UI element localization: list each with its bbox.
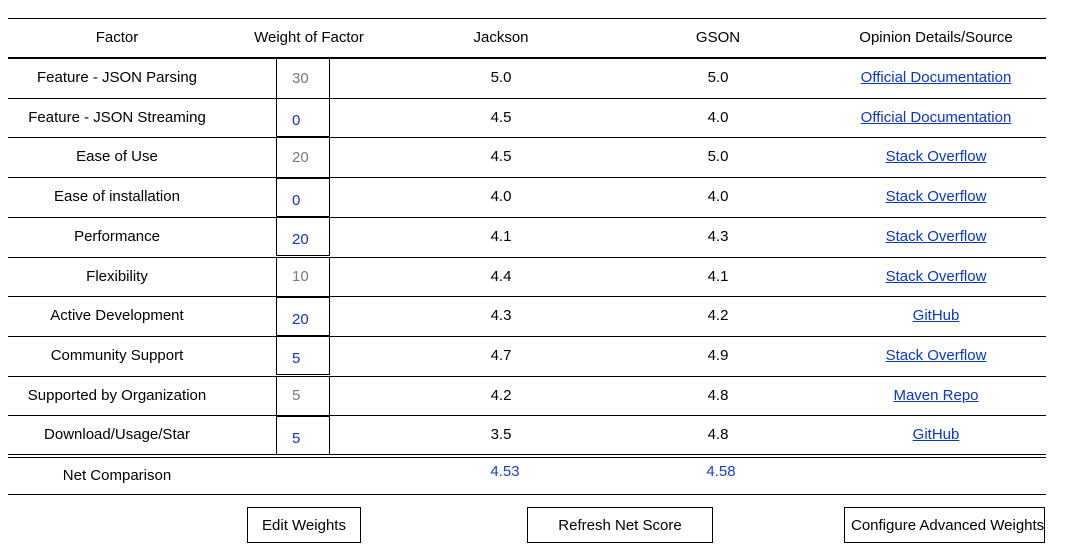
row-divider	[8, 415, 1046, 417]
weight-input[interactable]: 20	[276, 217, 330, 257]
refresh-net-score-button[interactable]: Refresh Net Score	[527, 507, 713, 543]
row-factor: Feature - JSON Parsing	[36, 69, 198, 86]
row-divider	[8, 335, 1046, 337]
weight-input[interactable]: 0	[276, 177, 330, 217]
source-link[interactable]: Stack Overflow	[885, 188, 987, 206]
source-link[interactable]: GitHub	[912, 426, 960, 444]
row-divider	[8, 97, 1046, 99]
weight-input[interactable]: 5	[276, 376, 330, 416]
source-cell: Stack Overflow	[826, 268, 1046, 285]
row-factor: Ease of Use	[76, 148, 158, 166]
gson-score: 4.0	[707, 108, 729, 126]
row-factor: Community Support	[50, 346, 184, 364]
source-cell: Stack Overflow	[826, 228, 1046, 245]
row-factor: Flexibility	[86, 267, 148, 285]
gson-score: 4.9	[707, 346, 729, 364]
row-factor: Feature - JSON Streaming	[28, 108, 206, 126]
jackson-score: 4.0	[490, 188, 512, 206]
net-comparison-label: Net Comparison	[62, 467, 172, 484]
table-bottom-border	[8, 494, 1046, 495]
jackson-score: 5.0	[490, 69, 512, 86]
row-factor: Active Development	[50, 307, 184, 325]
source-link[interactable]: Official Documentation	[860, 69, 1012, 86]
weight-input[interactable]: 5	[276, 415, 330, 455]
weight-value: 20	[292, 231, 309, 249]
gson-score: 5.0	[707, 148, 729, 166]
jackson-score: 4.1	[490, 227, 512, 245]
jackson-score: 4.3	[490, 307, 512, 325]
gson-score: 5.0	[707, 69, 729, 86]
gson-score: 4.8	[707, 426, 729, 444]
weight-value: 20	[292, 148, 309, 166]
source-link[interactable]: Stack Overflow	[885, 227, 987, 245]
jackson-score: 4.5	[490, 108, 512, 126]
weight-value: 0	[292, 191, 301, 209]
header-jackson: Jackson	[473, 29, 529, 46]
header-bottom-border	[8, 57, 1046, 59]
weight-input[interactable]: 20	[276, 137, 330, 177]
source-cell: Official Documentation	[826, 109, 1046, 126]
weight-value: 30	[292, 69, 309, 87]
source-link[interactable]: Stack Overflow	[885, 267, 987, 285]
weight-input[interactable]: 20	[276, 296, 330, 336]
source-cell: GitHub	[826, 307, 1046, 324]
weight-input[interactable]: 30	[276, 58, 330, 98]
source-link[interactable]: GitHub	[912, 307, 960, 325]
header-gson: GSON	[695, 29, 741, 46]
row-divider	[8, 296, 1046, 298]
configure-advanced-weights-button[interactable]: Configure Advanced Weights	[844, 507, 1045, 543]
row-factor: Supported by Organization	[27, 386, 207, 404]
jackson-score: 4.7	[490, 346, 512, 364]
weight-value: 5	[292, 429, 301, 447]
source-cell: Stack Overflow	[826, 188, 1046, 205]
gson-score: 4.1	[707, 267, 729, 285]
weight-value: 0	[292, 112, 301, 130]
weight-value: 10	[292, 268, 309, 285]
header-source: Opinion Details/Source	[859, 29, 1013, 46]
source-cell: Official Documentation	[826, 69, 1046, 86]
row-divider	[8, 137, 1046, 139]
row-divider	[8, 177, 1046, 179]
row-factor: Download/Usage/Star	[44, 426, 190, 444]
jackson-score: 4.5	[490, 148, 512, 166]
jackson-score: 3.5	[490, 426, 512, 444]
row-divider	[8, 256, 1046, 258]
weight-input[interactable]: 0	[276, 98, 330, 138]
weight-value: 5	[292, 350, 301, 368]
header-weight: Weight of Factor	[254, 29, 364, 46]
row-divider	[8, 375, 1046, 377]
gson-score: 4.2	[707, 307, 729, 325]
net-score-jackson: 4.53	[490, 463, 520, 480]
weight-value: 5	[292, 387, 301, 405]
source-link[interactable]: Stack Overflow	[885, 346, 987, 364]
jackson-score: 4.2	[490, 386, 512, 404]
source-cell: Stack Overflow	[826, 148, 1046, 165]
source-cell: GitHub	[826, 426, 1046, 443]
row-factor: Ease of installation	[54, 188, 180, 206]
header-factor: Factor	[95, 29, 139, 46]
net-divider-bottom	[8, 457, 1046, 458]
row-divider	[8, 216, 1046, 218]
source-cell: Stack Overflow	[826, 347, 1046, 364]
source-link[interactable]: Stack Overflow	[885, 148, 987, 166]
source-link[interactable]: Maven Repo	[893, 386, 979, 404]
gson-score: 4.3	[707, 227, 729, 245]
jackson-score: 4.4	[490, 267, 512, 285]
weight-input[interactable]: 10	[276, 257, 330, 296]
gson-score: 4.0	[707, 188, 729, 206]
table-top-border	[8, 18, 1046, 19]
row-factor: Performance	[74, 227, 160, 245]
weight-value: 20	[292, 310, 309, 328]
weight-input[interactable]: 5	[276, 336, 330, 376]
net-divider-top	[8, 454, 1046, 455]
source-link[interactable]: Official Documentation	[860, 108, 1012, 126]
net-score-gson: 4.58	[706, 463, 736, 480]
edit-weights-button[interactable]: Edit Weights	[247, 507, 361, 543]
gson-score: 4.8	[707, 386, 729, 404]
source-cell: Maven Repo	[826, 387, 1046, 404]
